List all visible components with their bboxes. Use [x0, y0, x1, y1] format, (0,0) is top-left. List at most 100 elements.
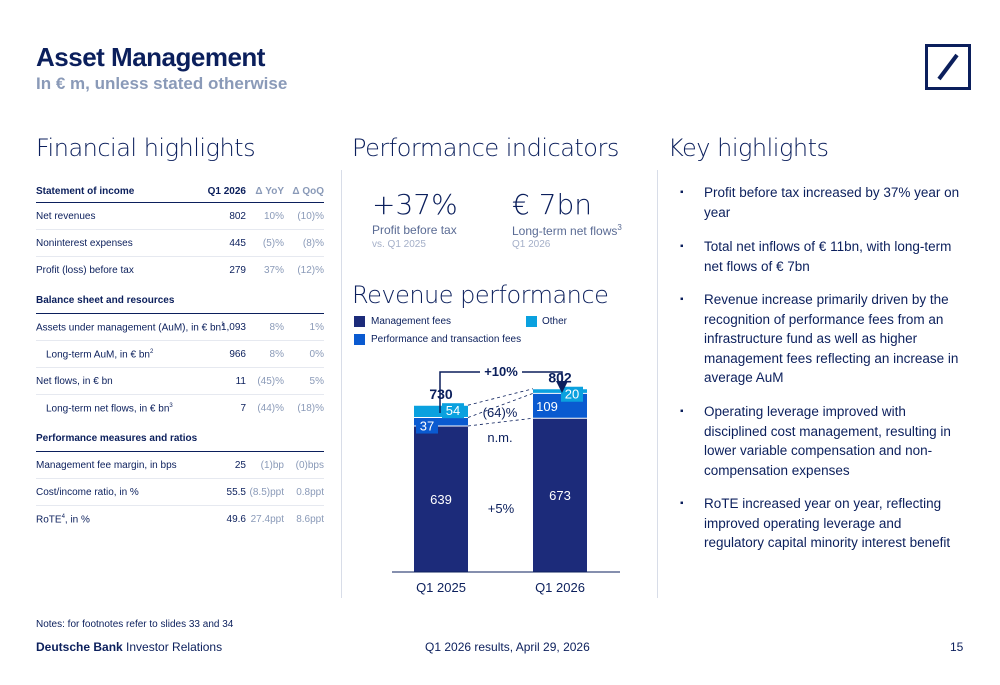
bullet-icon: ▪ [680, 498, 684, 509]
key-highlight-text: Revenue increase primarily driven by the… [704, 292, 959, 385]
other-change-label: n.m. [487, 430, 512, 445]
data-label-management-1: 673 [549, 488, 571, 503]
row-qoq: (12)% [297, 265, 324, 276]
row-qoq: 0% [309, 349, 324, 360]
row-yoy: 37% [263, 265, 284, 276]
row-label: Long-term net flows, in € bn3 [46, 403, 173, 415]
row-qoq: (0)bps [295, 460, 324, 471]
row-label: Net flows, in € bn [36, 376, 113, 387]
key-highlight-text: RoTE increased year on year, reflecting … [704, 496, 951, 550]
row-value: 25 [234, 460, 246, 471]
key-highlights-title: Key highlights [668, 134, 829, 162]
table-header-row: Statement of income Q1 2026 Δ YoY Δ QoQ [36, 178, 324, 203]
key-highlight-text: Total net inflows of € 11bn, with long-t… [704, 239, 952, 274]
legend-management-label: Management fees [371, 316, 452, 327]
page-subtitle: In € m, unless stated otherwise [36, 74, 288, 93]
section-label: Performance measures and ratios [36, 433, 198, 444]
key-highlight-item: ▪ Total net inflows of € 11bn, with long… [680, 237, 962, 276]
kpi-profit-sub: vs. Q1 2025 [372, 239, 426, 250]
row-yoy: (5)% [262, 238, 284, 249]
key-highlight-item: ▪ Operating leverage improved with disci… [680, 402, 962, 480]
row-yoy: (44)% [257, 403, 284, 414]
row-value: 279 [229, 265, 246, 276]
row-qoq: 0.8ppt [296, 487, 324, 498]
bullet-icon: ▪ [680, 187, 684, 198]
row-label: Cost/income ratio, in % [36, 487, 139, 498]
bullet-icon: ▪ [680, 241, 684, 252]
table-row: Net revenues 802 10% (10)% [36, 203, 324, 230]
footer-brand: Deutsche Bank Investor Relations [36, 640, 223, 654]
row-value: 802 [229, 211, 246, 222]
row-value: 55.5 [226, 487, 246, 498]
bar-performance-0 [414, 417, 468, 426]
data-label-management-0: 639 [430, 492, 452, 507]
row-yoy: (1)bp [260, 460, 284, 471]
row-qoq: 8.6ppt [296, 514, 324, 525]
connector-line [467, 417, 534, 427]
footnote: Notes: for footnotes refer to slides 33 … [36, 619, 234, 630]
table-header-qoq: Δ QoQ [292, 186, 324, 197]
table-header-label: Statement of income [36, 186, 135, 197]
data-label-total-0: 730 [429, 386, 453, 402]
x-tick-label-1: Q1 2026 [535, 580, 585, 595]
kpi-flows-label: Long-term net flows3 [512, 223, 622, 238]
footer-date: Q1 2026 results, April 29, 2026 [425, 640, 590, 654]
row-yoy: 8% [269, 349, 284, 360]
management-change-label: +5% [488, 501, 515, 516]
key-highlight-text: Profit before tax increased by 37% year … [704, 185, 960, 220]
legend-performance-swatch [354, 334, 365, 345]
x-tick-label-0: Q1 2025 [416, 580, 466, 595]
row-qoq: (10)% [297, 211, 324, 222]
row-label: Noninterest expenses [36, 238, 133, 249]
bar-management-1 [533, 418, 587, 572]
label-box-performance-0 [416, 418, 438, 434]
table-row: Assets under management (AuM), in € bn1 … [36, 314, 324, 341]
row-label: Assets under management (AuM), in € bn1 [36, 322, 225, 334]
row-value: 7 [240, 403, 246, 414]
table-row: Cost/income ratio, in % 55.5 (8.5)ppt 0.… [36, 479, 324, 506]
bullet-icon: ▪ [680, 406, 684, 417]
revenue-performance-title: Revenue performance [352, 281, 609, 309]
table-row: Net flows, in € bn 11 (45)% 5% [36, 368, 324, 395]
kpi-flows-sub: Q1 2026 [512, 239, 551, 250]
table-header-q1: Q1 2026 [207, 186, 246, 197]
row-yoy: (45)% [257, 376, 284, 387]
performance-change-label: (64)% [483, 405, 518, 420]
row-label: Net revenues [36, 211, 96, 222]
table-row: Management fee margin, in bps 25 (1)bp (… [36, 452, 324, 479]
table-row: Long-term AuM, in € bn2 966 8% 0% [36, 341, 324, 368]
row-value: 1,093 [220, 322, 246, 333]
table-row: Profit (loss) before tax 279 37% (12)% [36, 257, 324, 283]
row-yoy: 27.4ppt [250, 514, 284, 525]
growth-label: +10% [484, 364, 518, 379]
data-label-performance-1: 109 [536, 399, 558, 414]
table-row: Noninterest expenses 445 (5)% (8)% [36, 230, 324, 257]
page-title: Asset Management [36, 42, 265, 72]
row-yoy: 8% [269, 322, 284, 333]
row-label: Management fee margin, in bps [36, 460, 177, 471]
key-highlight-item: ▪ RoTE increased year on year, reflectin… [680, 494, 962, 553]
connector-line [467, 388, 534, 406]
data-label-other-0: 54 [446, 403, 460, 418]
kpi-profit-value: +37% [372, 188, 458, 221]
row-qoq: (18)% [297, 403, 324, 414]
row-label: Long-term AuM, in € bn2 [46, 349, 154, 361]
row-value: 11 [235, 376, 246, 387]
table-row: RoTE4, in % 49.6 27.4ppt 8.6ppt [36, 506, 324, 532]
table-section-header: Performance measures and ratios [36, 421, 324, 452]
row-yoy: 10% [263, 211, 284, 222]
column-divider [341, 170, 342, 598]
key-highlight-text: Operating leverage improved with discipl… [704, 404, 951, 478]
section-label: Balance sheet and resources [36, 295, 175, 306]
legend-other-swatch [526, 316, 537, 327]
legend-performance-label: Performance and transaction fees [371, 334, 522, 345]
row-qoq: 1% [309, 322, 324, 333]
row-yoy: (8.5)ppt [249, 487, 284, 498]
deutsche-bank-logo-icon [925, 44, 971, 90]
table-header-yoy: Δ YoY [255, 186, 284, 197]
legend-other-label: Other [542, 316, 568, 327]
table-section-header: Balance sheet and resources [36, 283, 324, 314]
legend-management-swatch [354, 316, 365, 327]
performance-indicators-title: Performance indicators [352, 134, 619, 162]
